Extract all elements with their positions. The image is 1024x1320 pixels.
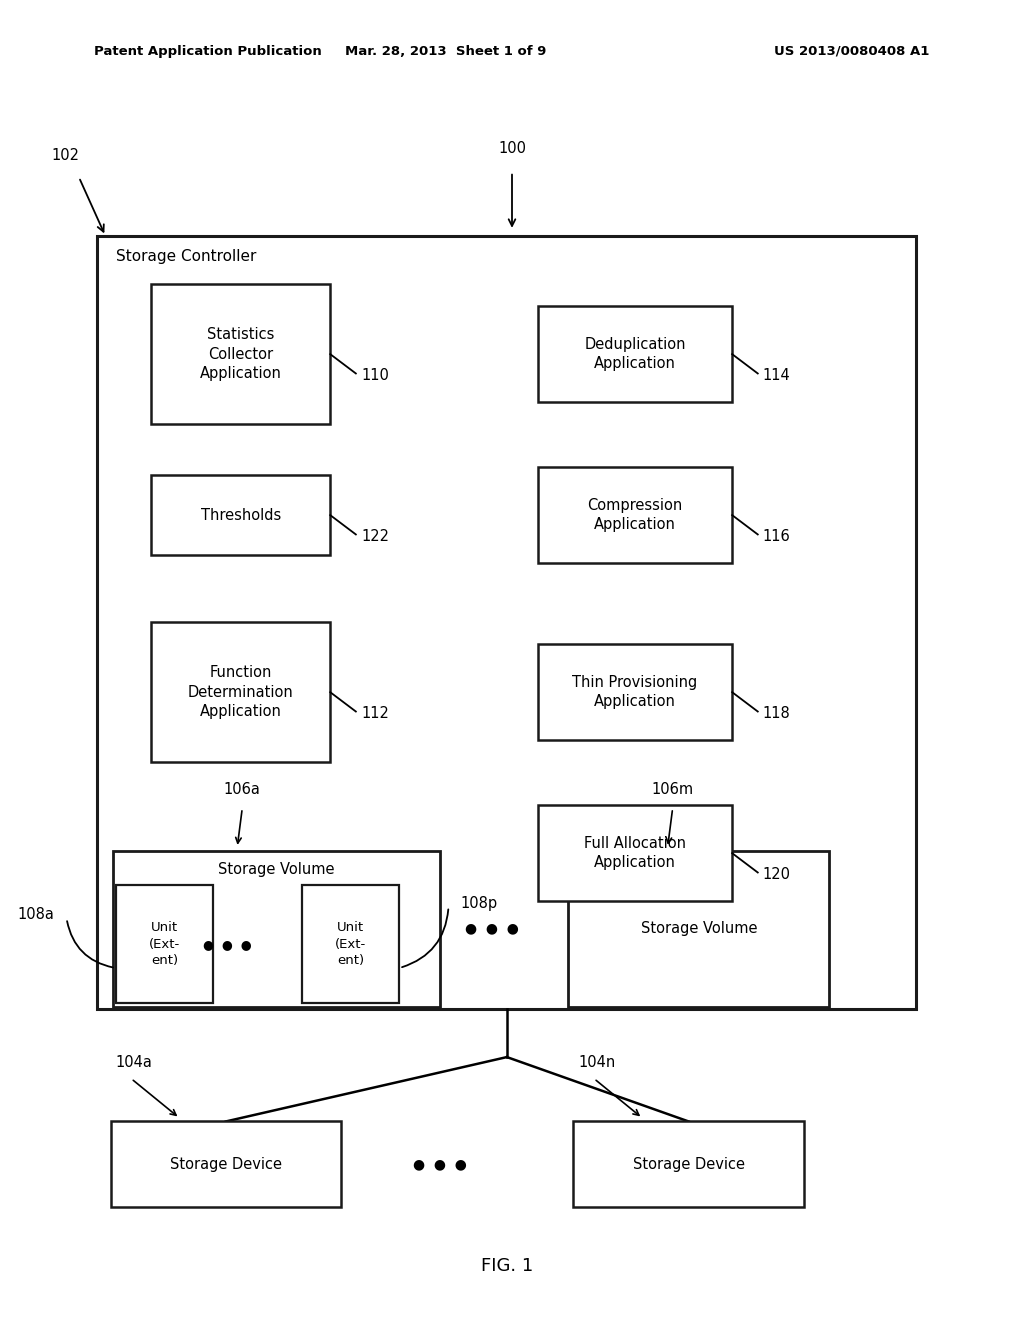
Bar [116, 886, 213, 1003]
Bar [573, 1122, 804, 1208]
Bar [538, 467, 732, 564]
Bar [111, 1122, 341, 1208]
Bar [538, 644, 732, 741]
Text: Storage Device: Storage Device [633, 1156, 744, 1172]
Bar [97, 236, 916, 1008]
Bar [152, 284, 330, 424]
Text: Mar. 28, 2013  Sheet 1 of 9: Mar. 28, 2013 Sheet 1 of 9 [345, 45, 546, 58]
Text: Thin Provisioning
Application: Thin Provisioning Application [572, 675, 697, 709]
Text: Patent Application Publication: Patent Application Publication [94, 45, 322, 58]
Text: ●  ●  ●: ● ● ● [465, 921, 518, 936]
Text: Storage Controller: Storage Controller [116, 249, 256, 264]
Text: 106m: 106m [651, 783, 693, 797]
Text: 110: 110 [361, 368, 389, 383]
Text: Compression
Application: Compression Application [587, 498, 683, 532]
Text: Full Allocation
Application: Full Allocation Application [584, 836, 686, 870]
Text: 104n: 104n [579, 1055, 615, 1071]
Text: 114: 114 [763, 368, 791, 383]
Text: FIG. 1: FIG. 1 [480, 1258, 534, 1275]
Bar [568, 851, 829, 1007]
Text: US 2013/0080408 A1: US 2013/0080408 A1 [774, 45, 930, 58]
Text: Unit
(Ext-
ent): Unit (Ext- ent) [148, 921, 180, 968]
Bar [152, 623, 330, 762]
Text: 108a: 108a [17, 907, 54, 923]
Text: 116: 116 [763, 529, 791, 544]
Text: Thresholds: Thresholds [201, 508, 281, 523]
Text: 106a: 106a [224, 783, 261, 797]
Text: 112: 112 [361, 706, 389, 721]
Bar [152, 475, 330, 556]
Text: Storage Volume: Storage Volume [218, 862, 335, 876]
Text: Storage Device: Storage Device [170, 1156, 282, 1172]
Bar [113, 851, 440, 1007]
Text: ●  ●  ●: ● ● ● [203, 939, 252, 950]
Text: 100: 100 [498, 141, 526, 156]
Text: 120: 120 [763, 867, 791, 882]
Text: 102: 102 [51, 148, 79, 164]
Text: 104a: 104a [116, 1055, 153, 1071]
Text: Unit
(Ext-
ent): Unit (Ext- ent) [335, 921, 367, 968]
Bar [538, 805, 732, 902]
Text: Statistics
Collector
Application: Statistics Collector Application [200, 327, 282, 381]
Text: 108p: 108p [461, 895, 498, 911]
Text: Storage Volume: Storage Volume [641, 921, 757, 936]
Text: 118: 118 [763, 706, 791, 721]
Text: 122: 122 [361, 529, 389, 544]
Text: Function
Determination
Application: Function Determination Application [187, 665, 294, 719]
Bar [302, 886, 399, 1003]
Bar [538, 306, 732, 403]
Text: Deduplication
Application: Deduplication Application [584, 337, 686, 371]
Text: ●  ●  ●: ● ● ● [414, 1158, 467, 1171]
